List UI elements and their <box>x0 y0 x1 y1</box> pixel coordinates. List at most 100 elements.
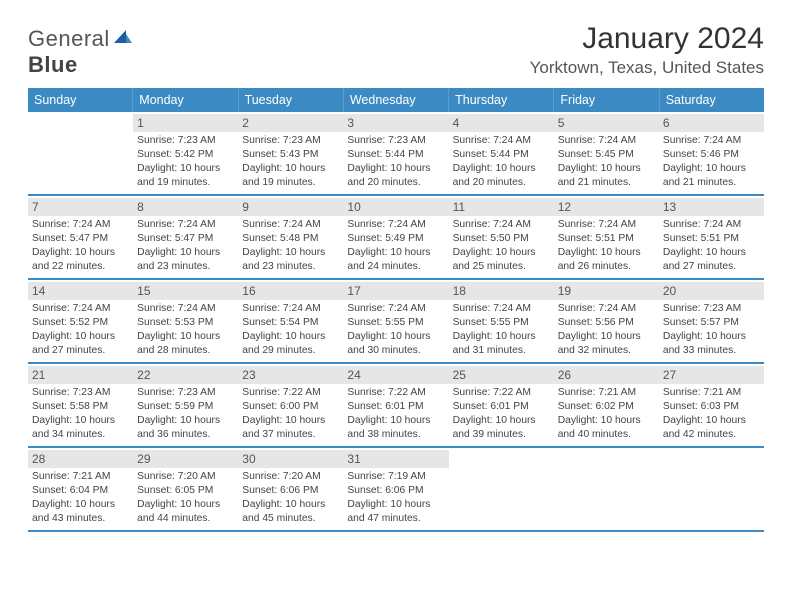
daynum-row: 14 <box>28 282 133 300</box>
day-number: 13 <box>663 200 676 214</box>
daynum-row: 1 <box>133 114 238 132</box>
sunset-line: Sunset: 6:04 PM <box>32 484 129 498</box>
sunrise-line: Sunrise: 7:24 AM <box>242 302 339 316</box>
daylight-line: Daylight: 10 hours and 38 minutes. <box>347 414 444 442</box>
sunrise-line: Sunrise: 7:23 AM <box>347 134 444 148</box>
sunset-line: Sunset: 5:44 PM <box>347 148 444 162</box>
day-cell: 1Sunrise: 7:23 AMSunset: 5:42 PMDaylight… <box>133 112 238 194</box>
daylight-line: Daylight: 10 hours and 31 minutes. <box>453 330 550 358</box>
title-block: January 2024 Yorktown, Texas, United Sta… <box>530 22 764 78</box>
day-number: 27 <box>663 368 676 382</box>
sunrise-line: Sunrise: 7:20 AM <box>137 470 234 484</box>
day-cell: 25Sunrise: 7:22 AMSunset: 6:01 PMDayligh… <box>449 364 554 446</box>
day-number: 11 <box>453 200 465 214</box>
daynum-row: 10 <box>343 198 448 216</box>
daylight-line: Daylight: 10 hours and 37 minutes. <box>242 414 339 442</box>
weekday-header: Wednesday <box>344 88 449 112</box>
sunrise-line: Sunrise: 7:24 AM <box>663 134 760 148</box>
daylight-line: Daylight: 10 hours and 24 minutes. <box>347 246 444 274</box>
day-number: 1 <box>137 116 144 130</box>
sunset-line: Sunset: 5:46 PM <box>663 148 760 162</box>
week-row: 14Sunrise: 7:24 AMSunset: 5:52 PMDayligh… <box>28 280 764 364</box>
week-row: 21Sunrise: 7:23 AMSunset: 5:58 PMDayligh… <box>28 364 764 448</box>
daynum-row: 2 <box>238 114 343 132</box>
day-cell: 26Sunrise: 7:21 AMSunset: 6:02 PMDayligh… <box>554 364 659 446</box>
sunset-line: Sunset: 5:45 PM <box>558 148 655 162</box>
sunset-line: Sunset: 5:55 PM <box>453 316 550 330</box>
sunrise-line: Sunrise: 7:22 AM <box>453 386 550 400</box>
sunrise-line: Sunrise: 7:24 AM <box>558 218 655 232</box>
day-cell: 28Sunrise: 7:21 AMSunset: 6:04 PMDayligh… <box>28 448 133 530</box>
sunrise-line: Sunrise: 7:24 AM <box>453 134 550 148</box>
sunrise-line: Sunrise: 7:24 AM <box>242 218 339 232</box>
daynum-row: 27 <box>659 366 764 384</box>
daylight-line: Daylight: 10 hours and 29 minutes. <box>242 330 339 358</box>
day-cell <box>449 448 554 530</box>
day-number: 20 <box>663 284 676 298</box>
day-cell: 30Sunrise: 7:20 AMSunset: 6:06 PMDayligh… <box>238 448 343 530</box>
daynum-row: 20 <box>659 282 764 300</box>
daylight-line: Daylight: 10 hours and 33 minutes. <box>663 330 760 358</box>
daynum-row: 17 <box>343 282 448 300</box>
daynum-row: 5 <box>554 114 659 132</box>
weekday-header: Monday <box>133 88 238 112</box>
logo: General Blue <box>28 26 134 78</box>
day-number: 30 <box>242 452 255 466</box>
sunset-line: Sunset: 5:52 PM <box>32 316 129 330</box>
day-number: 7 <box>32 200 39 214</box>
sunrise-line: Sunrise: 7:24 AM <box>32 302 129 316</box>
daynum-row: 11 <box>449 198 554 216</box>
weekday-header: Saturday <box>660 88 764 112</box>
sunrise-line: Sunrise: 7:23 AM <box>137 134 234 148</box>
logo-suffix: Blue <box>28 52 78 77</box>
daylight-line: Daylight: 10 hours and 23 minutes. <box>137 246 234 274</box>
daynum-row: 25 <box>449 366 554 384</box>
sunrise-line: Sunrise: 7:24 AM <box>347 302 444 316</box>
daylight-line: Daylight: 10 hours and 30 minutes. <box>347 330 444 358</box>
daylight-line: Daylight: 10 hours and 22 minutes. <box>32 246 129 274</box>
week-row: 7Sunrise: 7:24 AMSunset: 5:47 PMDaylight… <box>28 196 764 280</box>
weeks-container: 1Sunrise: 7:23 AMSunset: 5:42 PMDaylight… <box>28 112 764 532</box>
day-number: 26 <box>558 368 571 382</box>
day-number: 28 <box>32 452 45 466</box>
daylight-line: Daylight: 10 hours and 21 minutes. <box>558 162 655 190</box>
sunrise-line: Sunrise: 7:23 AM <box>137 386 234 400</box>
sunset-line: Sunset: 5:49 PM <box>347 232 444 246</box>
day-cell: 18Sunrise: 7:24 AMSunset: 5:55 PMDayligh… <box>449 280 554 362</box>
daynum-row: 6 <box>659 114 764 132</box>
day-number: 29 <box>137 452 150 466</box>
sunrise-line: Sunrise: 7:24 AM <box>663 218 760 232</box>
daylight-line: Daylight: 10 hours and 26 minutes. <box>558 246 655 274</box>
day-number: 8 <box>137 200 144 214</box>
daylight-line: Daylight: 10 hours and 21 minutes. <box>663 162 760 190</box>
daynum-row: 26 <box>554 366 659 384</box>
sunset-line: Sunset: 5:50 PM <box>453 232 550 246</box>
month-title: January 2024 <box>530 22 764 56</box>
sunset-line: Sunset: 5:48 PM <box>242 232 339 246</box>
day-cell: 27Sunrise: 7:21 AMSunset: 6:03 PMDayligh… <box>659 364 764 446</box>
sunset-line: Sunset: 6:01 PM <box>453 400 550 414</box>
day-number: 18 <box>453 284 466 298</box>
sunrise-line: Sunrise: 7:19 AM <box>347 470 444 484</box>
daynum-row: 18 <box>449 282 554 300</box>
day-number: 16 <box>242 284 255 298</box>
daylight-line: Daylight: 10 hours and 40 minutes. <box>558 414 655 442</box>
day-cell: 23Sunrise: 7:22 AMSunset: 6:00 PMDayligh… <box>238 364 343 446</box>
day-cell: 11Sunrise: 7:24 AMSunset: 5:50 PMDayligh… <box>449 196 554 278</box>
sunset-line: Sunset: 5:54 PM <box>242 316 339 330</box>
sunrise-line: Sunrise: 7:21 AM <box>32 470 129 484</box>
daynum-row: 16 <box>238 282 343 300</box>
daylight-line: Daylight: 10 hours and 34 minutes. <box>32 414 129 442</box>
day-cell: 15Sunrise: 7:24 AMSunset: 5:53 PMDayligh… <box>133 280 238 362</box>
logo-sail-icon <box>112 26 134 51</box>
day-number: 9 <box>242 200 249 214</box>
sunrise-line: Sunrise: 7:23 AM <box>32 386 129 400</box>
sunset-line: Sunset: 6:02 PM <box>558 400 655 414</box>
daynum-row: 22 <box>133 366 238 384</box>
day-cell: 20Sunrise: 7:23 AMSunset: 5:57 PMDayligh… <box>659 280 764 362</box>
day-cell: 5Sunrise: 7:24 AMSunset: 5:45 PMDaylight… <box>554 112 659 194</box>
sunrise-line: Sunrise: 7:24 AM <box>558 302 655 316</box>
sunset-line: Sunset: 6:06 PM <box>242 484 339 498</box>
daynum-row: 31 <box>343 450 448 468</box>
daylight-line: Daylight: 10 hours and 32 minutes. <box>558 330 655 358</box>
